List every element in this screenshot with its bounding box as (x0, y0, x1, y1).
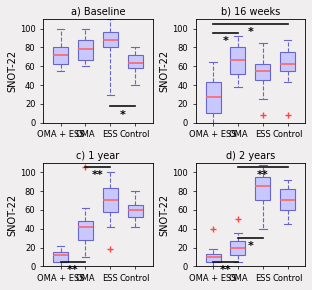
Title: c) 1 year: c) 1 year (76, 151, 119, 161)
PathPatch shape (103, 32, 118, 47)
PathPatch shape (78, 40, 93, 60)
PathPatch shape (128, 55, 143, 68)
PathPatch shape (206, 254, 221, 262)
Title: b) 16 weeks: b) 16 weeks (221, 7, 280, 17)
PathPatch shape (231, 241, 245, 255)
Y-axis label: SNOT-22: SNOT-22 (159, 50, 169, 92)
PathPatch shape (206, 82, 221, 113)
PathPatch shape (255, 64, 270, 80)
PathPatch shape (231, 47, 245, 74)
Y-axis label: SNOT-22: SNOT-22 (7, 50, 17, 92)
Text: *: * (247, 241, 253, 251)
Text: **: ** (92, 170, 104, 180)
PathPatch shape (280, 52, 295, 71)
Y-axis label: SNOT-22: SNOT-22 (159, 193, 169, 236)
Text: *: * (247, 27, 253, 37)
Title: d) 2 years: d) 2 years (226, 151, 275, 161)
Text: *: * (120, 110, 126, 119)
PathPatch shape (78, 221, 93, 240)
PathPatch shape (255, 177, 270, 200)
Text: **: ** (257, 170, 269, 180)
Y-axis label: SNOT-22: SNOT-22 (7, 193, 17, 236)
PathPatch shape (280, 189, 295, 210)
Text: **: ** (220, 264, 232, 275)
Text: *: * (222, 36, 228, 46)
Title: a) Baseline: a) Baseline (71, 7, 125, 17)
Text: **: ** (67, 264, 79, 275)
PathPatch shape (53, 252, 68, 262)
PathPatch shape (128, 205, 143, 218)
PathPatch shape (103, 188, 118, 212)
PathPatch shape (53, 47, 68, 64)
